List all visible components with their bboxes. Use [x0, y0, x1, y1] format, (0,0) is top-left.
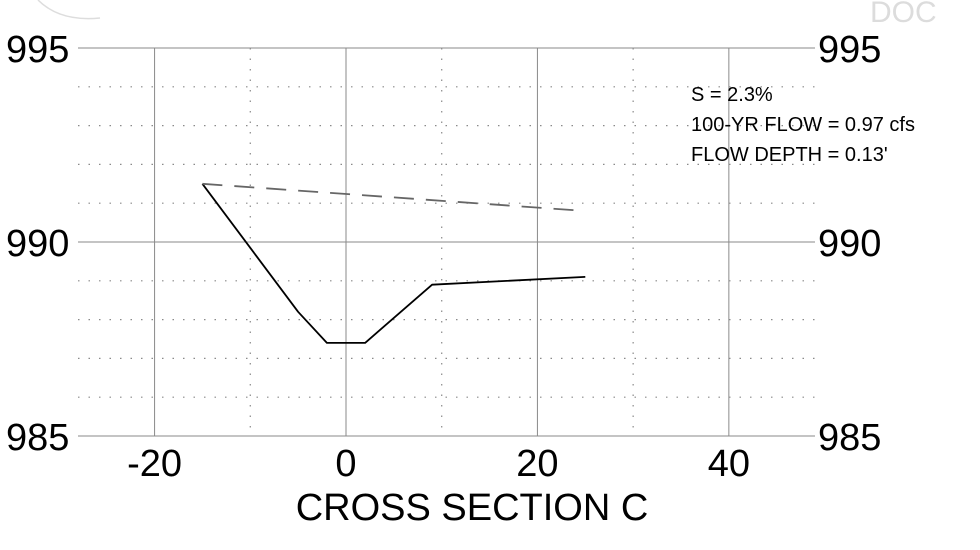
corner-watermark-text: DOC: [870, 0, 937, 29]
annotation-flow: 100-YR FLOW = 0.97 cfs: [691, 114, 915, 136]
y-tick-label-left: 990: [6, 223, 69, 265]
x-tick-label: -20: [127, 443, 182, 485]
corner-arc-decoration: [37, 0, 101, 20]
grid-lines: [78, 47, 815, 437]
ground-profile-line: [201, 183, 586, 344]
y-tick-label-right: 985: [818, 417, 881, 459]
annotation-depth: FLOW DEPTH = 0.13': [691, 144, 888, 166]
tick-labels: 985 985 990 990 995 995 -20 0 20 40: [6, 29, 881, 485]
x-axis-label: CROSS SECTION C: [296, 487, 649, 529]
annotation-slope: S = 2.3%: [691, 84, 773, 106]
y-tick-label-right: 990: [818, 223, 881, 265]
y-tick-label-right: 995: [818, 29, 881, 71]
series-layer: [201, 182, 586, 344]
water-surface-line: [202, 182, 586, 212]
x-tick-label: 0: [335, 443, 356, 485]
x-tick-label: 20: [516, 443, 558, 485]
annotation-block: S = 2.3% 100-YR FLOW = 0.97 cfs FLOW DEP…: [691, 84, 915, 166]
y-tick-label-left: 985: [6, 417, 69, 459]
y-tick-label-left: 995: [6, 29, 69, 71]
x-tick-label: 40: [708, 443, 750, 485]
